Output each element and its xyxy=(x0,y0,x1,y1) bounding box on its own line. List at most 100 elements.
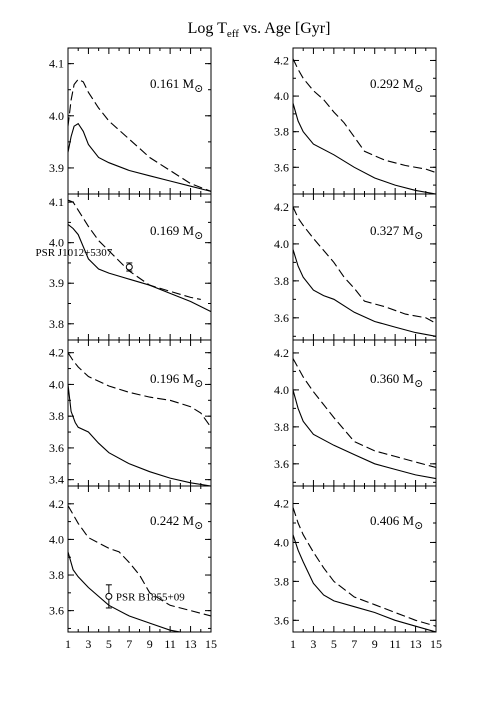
x-tick-label: 9 xyxy=(147,637,153,651)
y-tick-label: 4.2 xyxy=(49,497,64,511)
x-tick-label: 15 xyxy=(430,637,442,651)
mass-value: 0.169 M xyxy=(150,223,195,238)
y-tick-label: 3.8 xyxy=(49,317,64,331)
title-rest: vs. Age [Gyr] xyxy=(239,20,331,37)
series-line-solid xyxy=(68,122,211,192)
y-tick-label: 4.0 xyxy=(274,237,289,251)
y-tick-label: 4.1 xyxy=(49,195,64,209)
series-line-solid xyxy=(293,534,436,632)
y-tick-label: 3.4 xyxy=(49,473,64,487)
y-tick-label: 4.2 xyxy=(274,497,289,511)
x-tick-label: 1 xyxy=(290,637,296,651)
sun-symbol: ⊙ xyxy=(414,230,423,242)
panels: 3.94.04.10.161 M⊙3.83.94.04.10.169 M⊙PSR… xyxy=(35,47,442,651)
series-line-dashed xyxy=(68,352,211,428)
x-tick-label: 5 xyxy=(331,637,337,651)
annotation-label: PSR B1855+09 xyxy=(116,591,185,603)
panel-right-3: 3.6 3.8 4.0 4.2 0.360 M⊙ xyxy=(274,339,437,487)
sun-symbol: ⊙ xyxy=(414,520,423,532)
y-tick-label: 4.0 xyxy=(49,377,64,391)
series-line-solid xyxy=(293,249,436,337)
mass-value: 0.327 M xyxy=(370,223,415,238)
panel-right-1: 3.6 3.8 4.0 4.2 0.292 M⊙ xyxy=(274,47,437,195)
y-tick-label: 4.2 xyxy=(274,346,289,360)
mass-value: 0.360 M xyxy=(370,371,415,386)
plot-frame xyxy=(292,339,437,487)
y-tick-label: 4.2 xyxy=(274,53,289,67)
x-tick-label: 11 xyxy=(164,637,176,651)
plot-frame xyxy=(292,193,437,341)
x-tick-label: 3 xyxy=(85,637,91,651)
panel-left-3: 3.4 3.6 3.8 4.0 4.2 0.196 M⊙ xyxy=(49,339,212,487)
plot-frame xyxy=(67,193,212,341)
x-tick-label: 11 xyxy=(389,637,401,651)
x-tick-label: 13 xyxy=(410,637,422,651)
y-tick-label: 3.6 xyxy=(49,604,64,618)
series-line-dashed xyxy=(68,505,211,617)
y-tick-label: 3.8 xyxy=(274,125,289,139)
y-tick-label: 4.0 xyxy=(274,383,289,397)
x-tick-label: 13 xyxy=(185,637,197,651)
y-tick-label: 3.9 xyxy=(49,161,64,175)
series-line-solid xyxy=(293,389,436,480)
x-tick-label: 7 xyxy=(351,637,357,651)
y-tick-label: 3.6 xyxy=(274,160,289,174)
series-line-dashed xyxy=(293,358,436,469)
x-tick-label: 15 xyxy=(205,637,217,651)
panel-right-4: 3.63.84.04.20.406 M⊙1 3 5 7 9 11 13 15 xyxy=(274,485,442,651)
mass-label: 0.292 M⊙ xyxy=(370,76,423,95)
plot-frame xyxy=(67,485,212,633)
plot-frame xyxy=(67,339,212,487)
y-tick-label: 4.2 xyxy=(274,200,289,214)
x-tick-label: 7 xyxy=(126,637,132,651)
y-tick-label: 3.8 xyxy=(49,409,64,423)
annotation-label: PSR J1012+5307 xyxy=(35,247,112,259)
mass-value: 0.196 M xyxy=(150,371,195,386)
panel-left-2: 3.8 3.9 4.0 4.1 0.169 M⊙ PSR J1012+5307 xyxy=(35,193,212,341)
y-tick-label: 3.6 xyxy=(274,311,289,325)
mass-label: 0.327 M⊙ xyxy=(370,223,423,242)
mass-label: 0.169 M⊙ xyxy=(150,223,203,242)
y-tick-label: 4.0 xyxy=(274,535,289,549)
y-tick-label: 3.8 xyxy=(274,574,289,588)
series-line-solid xyxy=(293,103,436,194)
plot-frame xyxy=(67,47,212,195)
mass-label: 0.161 M⊙ xyxy=(150,76,203,95)
y-tick-label: 4.1 xyxy=(49,57,64,71)
y-tick-label: 3.6 xyxy=(274,457,289,471)
title-main: Log T xyxy=(188,20,227,37)
data-point-marker xyxy=(105,592,113,600)
y-tick-label: 3.8 xyxy=(274,420,289,434)
sun-symbol: ⊙ xyxy=(194,230,203,242)
series-line-dashed xyxy=(293,58,436,174)
title-sub: eff xyxy=(227,28,239,40)
y-tick-label: 4.2 xyxy=(49,346,64,360)
x-tick-label: 3 xyxy=(310,637,316,651)
y-tick-label: 4.0 xyxy=(274,89,289,103)
y-tick-label: 4.0 xyxy=(49,532,64,546)
sun-symbol: ⊙ xyxy=(194,378,203,390)
y-tick-label: 4.0 xyxy=(49,109,64,123)
panel-left-1: 3.9 4.0 4.1 0.161 M⊙ xyxy=(49,47,212,195)
y-tick-label: 3.8 xyxy=(49,568,64,582)
x-tick-label: 5 xyxy=(106,637,112,651)
y-tick-label: 3.8 xyxy=(274,274,289,288)
series-line-dashed xyxy=(68,78,211,192)
mass-label: 0.196 M⊙ xyxy=(150,371,203,390)
y-tick-label: 3.6 xyxy=(274,613,289,627)
data-point-marker xyxy=(125,263,133,271)
sun-symbol: ⊙ xyxy=(194,520,203,532)
mass-label: 0.406 M⊙ xyxy=(370,513,423,532)
sun-symbol: ⊙ xyxy=(194,83,203,95)
panel-right-2: 3.6 3.8 4.0 4.2 0.327 M⊙ xyxy=(274,193,437,341)
panel-left-4: 3.63.84.04.20.242 M⊙PSR B1855+091 3 5 7 9 11 1… xyxy=(49,485,217,651)
y-tick-label: 4.0 xyxy=(49,236,64,250)
sun-symbol: ⊙ xyxy=(414,83,423,95)
x-tick-label: 1 xyxy=(65,637,71,651)
y-tick-label: 3.6 xyxy=(49,441,64,455)
series-line-dashed xyxy=(68,199,201,300)
mass-label: 0.360 M⊙ xyxy=(370,371,423,390)
y-tick-label: 3.9 xyxy=(49,276,64,290)
series-line-dashed xyxy=(293,206,436,324)
